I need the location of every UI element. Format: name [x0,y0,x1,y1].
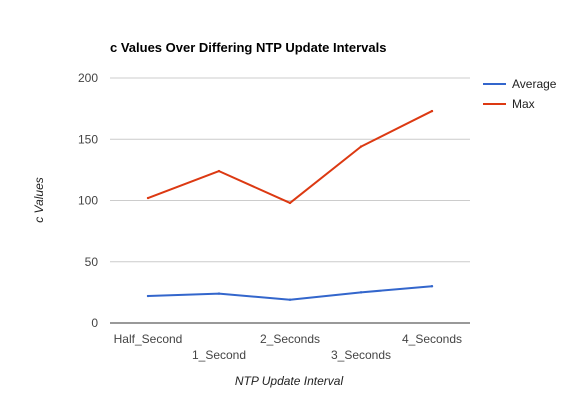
data-point-max [359,145,363,148]
x-tick-label: 1_Second [192,348,246,362]
x-axis-label: NTP Update Interval [235,374,344,388]
y-tick-label: 150 [78,132,98,146]
data-point-max [430,109,434,113]
series-line-max [147,110,433,204]
x-tick-label: 2_Seconds [260,332,320,346]
data-point-average [217,292,221,295]
gridlines [110,77,470,324]
data-point-max [288,201,292,205]
x-tick-label: Half_Second [114,332,183,346]
y-tick-label: 200 [78,71,98,85]
y-tick-label: 0 [91,316,98,330]
data-point-average [146,294,150,298]
y-tick-labels: 0 50 100 150 200 [78,71,98,330]
x-tick-label: 4_Seconds [402,332,462,346]
legend-label-max: Max [512,97,535,111]
chart-title: c Values Over Differing NTP Update Inter… [110,40,386,55]
series-lines [146,109,434,301]
legend-label-average: Average [512,77,557,91]
y-tick-label: 50 [85,255,99,269]
data-point-max [217,169,221,173]
x-tick-label: 3_Seconds [331,348,391,362]
series-line-average [147,285,433,301]
y-tick-label: 100 [78,194,98,208]
legend: Average Max [483,77,557,111]
x-tick-labels: Half_Second 1_Second 2_Seconds 3_Seconds 4_S… [114,332,462,362]
data-point-max [146,196,150,200]
data-point-average [288,298,292,301]
y-axis-label: c Values [32,177,46,223]
data-point-average [430,285,434,288]
data-point-average [359,291,363,294]
